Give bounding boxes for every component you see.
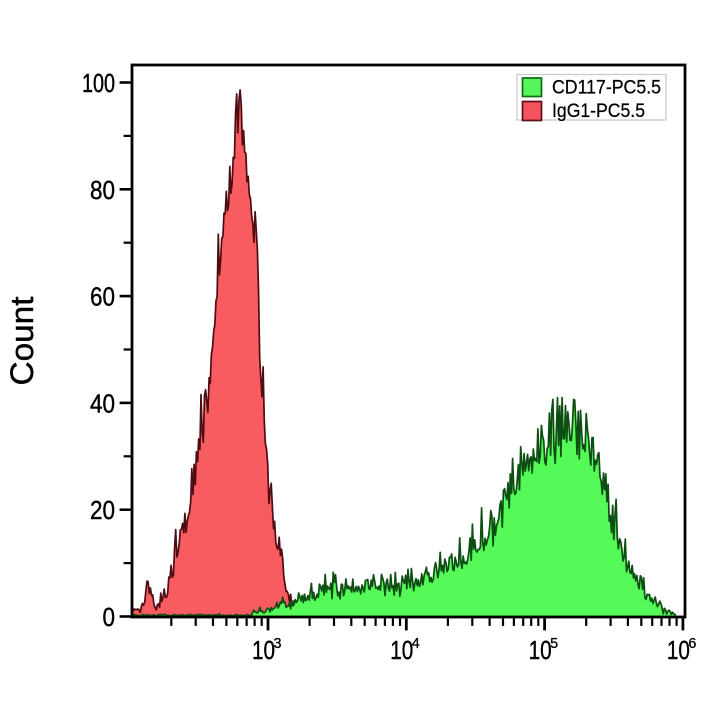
svg-text:60: 60 bbox=[90, 282, 115, 312]
svg-text:3: 3 bbox=[274, 636, 282, 652]
svg-text:6: 6 bbox=[688, 636, 696, 652]
svg-text:10: 10 bbox=[252, 635, 275, 665]
svg-text:40: 40 bbox=[90, 388, 115, 418]
svg-text:IgG1-PC5.5: IgG1-PC5.5 bbox=[552, 100, 645, 122]
svg-text:10: 10 bbox=[529, 635, 552, 665]
svg-text:0: 0 bbox=[103, 602, 116, 632]
svg-text:10: 10 bbox=[390, 635, 413, 665]
svg-text:80: 80 bbox=[90, 175, 115, 205]
svg-text:100: 100 bbox=[82, 68, 115, 98]
svg-text:CD117-PC5.5: CD117-PC5.5 bbox=[552, 77, 661, 99]
svg-text:10: 10 bbox=[667, 635, 690, 665]
svg-text:4: 4 bbox=[412, 636, 420, 652]
svg-text:20: 20 bbox=[90, 495, 115, 525]
svg-text:Count: Count bbox=[4, 296, 40, 385]
svg-text:5: 5 bbox=[550, 636, 558, 652]
